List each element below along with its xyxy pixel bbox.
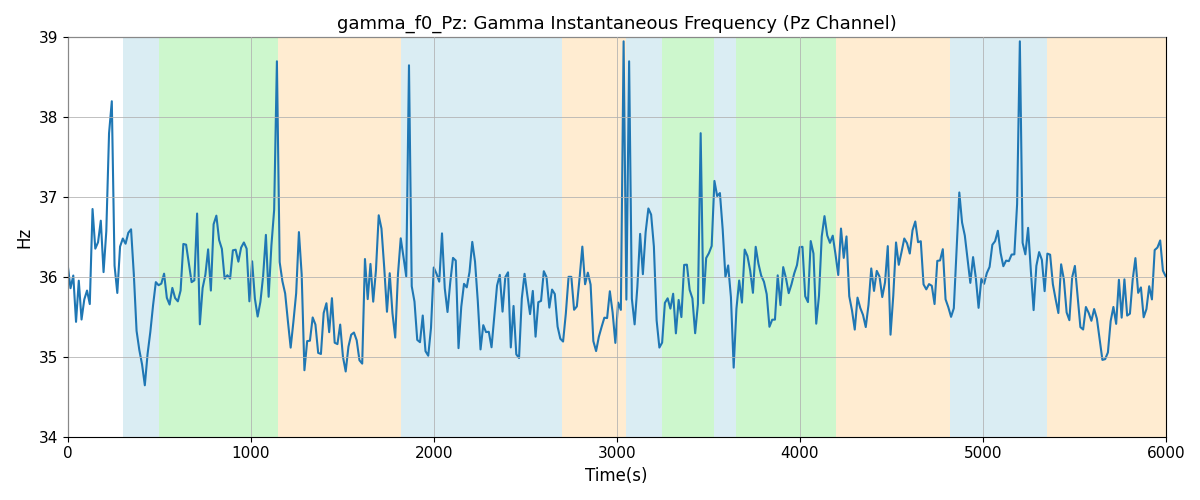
Bar	[836, 38, 949, 436]
Y-axis label: Hz: Hz	[16, 226, 34, 248]
Bar	[160, 38, 278, 436]
Bar	[714, 38, 736, 436]
Bar	[949, 38, 1046, 436]
Bar	[562, 38, 626, 436]
Bar	[1046, 38, 1165, 436]
Bar	[122, 38, 160, 436]
Bar	[278, 38, 401, 436]
Bar	[401, 38, 562, 436]
X-axis label: Time(s): Time(s)	[586, 467, 648, 485]
Bar	[662, 38, 714, 436]
Title: gamma_f0_Pz: Gamma Instantaneous Frequency (Pz Channel): gamma_f0_Pz: Gamma Instantaneous Frequen…	[337, 15, 896, 34]
Bar	[626, 38, 662, 436]
Bar	[736, 38, 836, 436]
